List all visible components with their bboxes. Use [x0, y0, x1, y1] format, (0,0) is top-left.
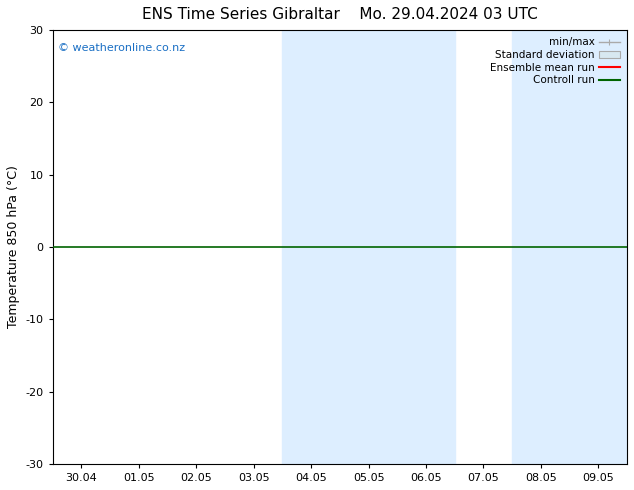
Y-axis label: Temperature 850 hPa (°C): Temperature 850 hPa (°C) — [7, 166, 20, 328]
Legend: min/max, Standard deviation, Ensemble mean run, Controll run: min/max, Standard deviation, Ensemble me… — [486, 33, 624, 89]
Title: ENS Time Series Gibraltar    Mo. 29.04.2024 03 UTC: ENS Time Series Gibraltar Mo. 29.04.2024… — [142, 7, 538, 22]
Bar — [282, 30, 455, 464]
Bar — [512, 30, 627, 464]
Text: © weatheronline.co.nz: © weatheronline.co.nz — [58, 43, 186, 53]
